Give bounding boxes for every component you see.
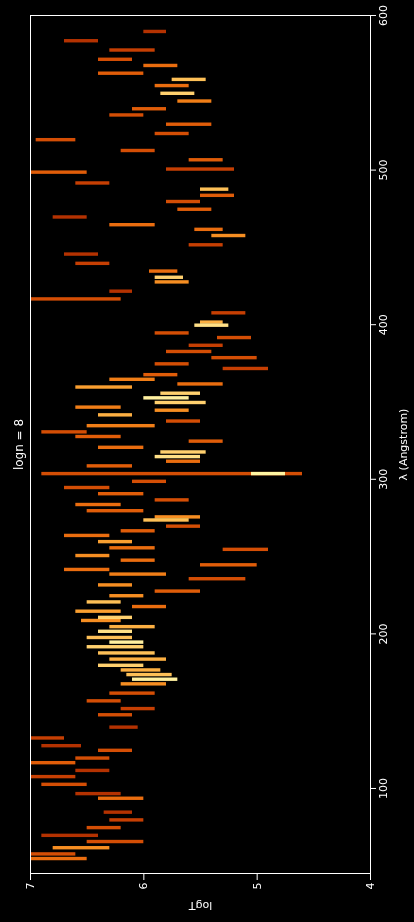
- svg-text:7: 7: [24, 883, 37, 890]
- svg-text:600: 600: [377, 5, 390, 26]
- svg-text:300: 300: [377, 469, 390, 490]
- svg-text:400: 400: [377, 314, 390, 335]
- svg-text:100: 100: [377, 778, 390, 799]
- svg-text:logT: logT: [188, 899, 212, 912]
- svg-text:6: 6: [137, 883, 150, 890]
- svg-text:200: 200: [377, 623, 390, 644]
- svg-text:logn = 8: logn = 8: [12, 419, 26, 470]
- svg-text:4: 4: [364, 883, 377, 890]
- svg-text:5: 5: [251, 883, 264, 890]
- svg-text:500: 500: [377, 160, 390, 181]
- svg-text:λ (Angstrom): λ (Angstrom): [397, 409, 410, 481]
